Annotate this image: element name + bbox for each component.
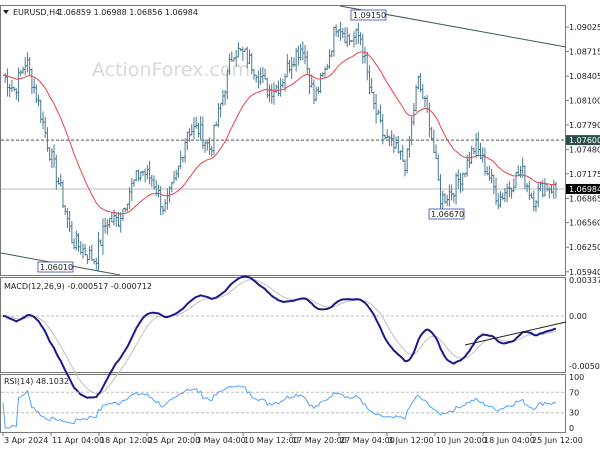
- rsi-panel-frame: [0, 374, 566, 433]
- rsi-title: RSI(14) 48.1032: [4, 377, 69, 386]
- axes: 1.09025 1.08715 1.08405 1.08100 1.07790 1.074…: [2, 23, 600, 445]
- rsi-tick-label: 100: [569, 373, 584, 382]
- ohlc-label: 1.06859 1.06988 1.06856 1.06984: [58, 8, 198, 17]
- main-panel-frame: [0, 5, 566, 276]
- rsi-tick-label: 30: [569, 409, 579, 418]
- y-tick-label: 1.07790: [569, 121, 600, 130]
- symbol-label: EURUSD,H4: [13, 8, 60, 17]
- current_price-label: 1.06984: [569, 185, 600, 194]
- y-tick-label: 1.09025: [569, 23, 600, 32]
- rsi-tick-label: 0: [569, 424, 574, 433]
- annotation-box: [428, 208, 465, 220]
- macd-tick-label: 0.003375: [569, 276, 600, 285]
- x-tick-label: 3 Jun 12:00: [388, 436, 434, 445]
- rsi-marks: [1, 385, 566, 429]
- x-tick-label: 25 Jun 12:00: [532, 436, 583, 445]
- annotation-label: 1.06670: [431, 210, 464, 219]
- annotation-label: 1.09150: [353, 11, 386, 20]
- y-tick-label: 1.08405: [569, 72, 600, 81]
- x-tick-label: 3 Apr 2024: [4, 436, 48, 445]
- y-tick-label: 1.08100: [569, 96, 600, 105]
- annotation-label: 1.06010: [40, 263, 73, 272]
- y-tick-label: 1.06865: [569, 194, 600, 203]
- x-tick-label: 17 May 20:00: [292, 436, 347, 445]
- y-tick-label: 1.07480: [569, 146, 600, 155]
- y-tick-label: 1.06560: [569, 219, 600, 228]
- level_line-tag: [566, 135, 600, 146]
- x-tick-label: 18 Jun 04:00: [484, 436, 535, 445]
- macd-signal-line: [2, 279, 557, 395]
- rsi-line: [2, 385, 557, 429]
- macd-panel-frame: [0, 277, 566, 373]
- x-tick-label: 10 Jun 20:00: [436, 436, 487, 445]
- y-tick-label: 1.05940: [569, 268, 600, 277]
- rsi-tick-label: 70: [569, 388, 579, 397]
- current_price-tag: [566, 183, 600, 194]
- watermark: ActionForex.com: [92, 59, 250, 81]
- macd-title: MACD(12,26,9) -0.000517 -0.000712: [4, 282, 152, 291]
- level_line-label: 1.07600: [569, 136, 600, 145]
- y-tick-label: 1.08715: [569, 48, 600, 57]
- macd-trendline: [464, 321, 567, 346]
- macd-tick-label: -0.00504: [569, 362, 600, 371]
- moving-average-line: [2, 51, 557, 215]
- x-tick-label: 11 Apr 04:00: [52, 436, 104, 445]
- annotation-box: [37, 261, 74, 273]
- y-tick-label: 1.06250: [569, 243, 600, 252]
- macd-line: [2, 275, 557, 399]
- x-tick-label: 27 May 04:00: [340, 436, 395, 445]
- macd-tick-label: 0.00: [569, 312, 587, 321]
- x-tick-label: 3 May 04:00: [196, 436, 246, 445]
- x-tick-label: 10 May 12:00: [244, 436, 299, 445]
- annotation-box: [350, 9, 387, 21]
- macd-marks: [1, 275, 567, 399]
- y-tick-label: 1.07175: [569, 170, 600, 179]
- collapse-triangle-icon[interactable]: [3, 10, 9, 14]
- x-tick-label: 25 Apr 20:00: [148, 436, 200, 445]
- price-marks: 1.09150 1.06670 1.06010: [0, 5, 567, 276]
- x-tick-label: 18 Apr 12:00: [100, 436, 152, 445]
